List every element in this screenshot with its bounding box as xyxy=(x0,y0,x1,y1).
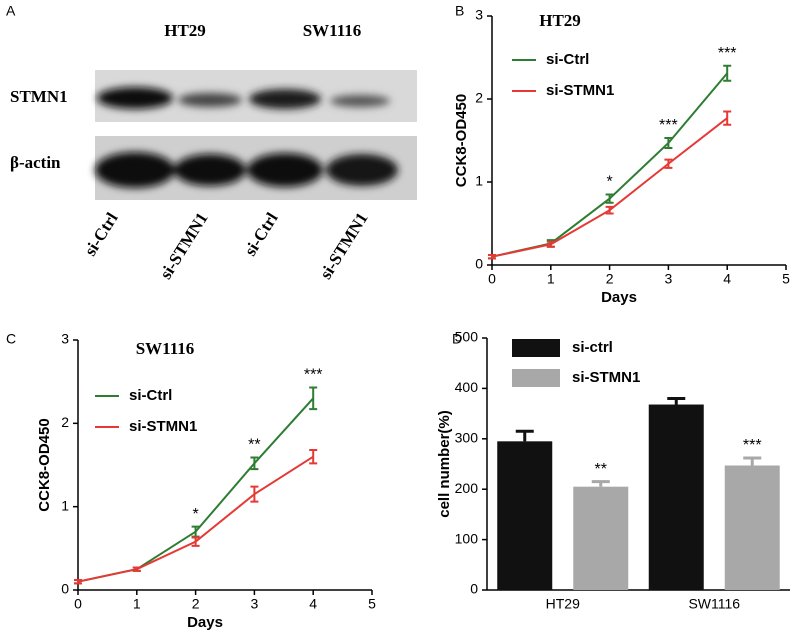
lane-label: si-STMN1 xyxy=(156,209,212,282)
significance: *** xyxy=(659,117,678,134)
panel-letter: C xyxy=(6,331,16,347)
error-bar xyxy=(605,205,614,215)
significance: ** xyxy=(248,437,260,454)
lane-label: si-Ctrl xyxy=(81,209,122,259)
y-tick-label: 100 xyxy=(455,530,479,546)
y-tick-label: 3 xyxy=(475,7,483,23)
bar xyxy=(497,441,553,590)
x-tick-label: 0 xyxy=(488,271,496,287)
chart-title: HT29 xyxy=(539,11,581,30)
significance: *** xyxy=(743,437,762,454)
significance: *** xyxy=(718,45,737,62)
legend-label: si-Ctrl xyxy=(546,51,589,68)
error-bar xyxy=(132,566,141,572)
x-axis-label: Days xyxy=(601,289,637,306)
error-bar xyxy=(591,480,610,487)
x-tick-label: 3 xyxy=(665,271,673,287)
y-tick-label: 0 xyxy=(470,581,478,597)
row-label: β-actin xyxy=(10,153,61,172)
x-tick-label: 5 xyxy=(782,271,790,287)
y-tick-label: 3 xyxy=(61,331,69,347)
error-bar xyxy=(605,193,614,204)
error-bar xyxy=(191,536,200,547)
x-tick-label: SW1116 xyxy=(688,596,740,612)
x-tick-label: 1 xyxy=(547,271,555,287)
x-tick-label: 4 xyxy=(309,596,317,612)
y-tick-label: 400 xyxy=(455,379,479,395)
panel-letter: B xyxy=(455,3,464,19)
group-label: SW1116 xyxy=(303,21,362,40)
y-axis-label: CCK8-OD450 xyxy=(36,418,53,511)
y-tick-label: 500 xyxy=(455,329,479,345)
error-bar xyxy=(664,158,673,169)
error-bar xyxy=(664,137,673,149)
chart-title: SW1116 xyxy=(136,339,195,358)
bar xyxy=(648,404,704,590)
error-bar xyxy=(250,456,259,471)
x-tick-label: 0 xyxy=(74,596,82,612)
bands xyxy=(95,87,398,188)
legend-swatch xyxy=(512,339,560,357)
legend-label: si-STMN1 xyxy=(129,418,197,435)
row-label: STMN1 xyxy=(10,87,68,106)
lane-label: si-STMN1 xyxy=(316,209,372,282)
y-tick-label: 2 xyxy=(475,90,483,106)
error-bar xyxy=(250,485,259,503)
x-tick-label: 2 xyxy=(606,271,614,287)
error-bar xyxy=(309,449,318,465)
error-bar xyxy=(743,456,762,466)
y-axis-label: cell number(%) xyxy=(436,410,453,518)
legend-label: si-Ctrl xyxy=(129,387,172,404)
error-bar xyxy=(74,579,82,585)
x-tick-label: 4 xyxy=(723,271,731,287)
legend-label: si-STMN1 xyxy=(546,82,614,99)
error-bar xyxy=(723,110,732,126)
significance: * xyxy=(606,174,612,191)
x-tick-label: 5 xyxy=(368,596,376,612)
x-tick-label: 3 xyxy=(251,596,259,612)
x-tick-label: 2 xyxy=(192,596,200,612)
y-tick-label: 2 xyxy=(61,414,69,430)
y-axis-label: CCK8-OD450 xyxy=(453,94,470,187)
error-bar xyxy=(515,429,534,442)
bar xyxy=(724,465,780,590)
error-bar xyxy=(667,396,686,405)
significance: ** xyxy=(595,461,607,478)
error-bar xyxy=(309,386,318,411)
legend-label: si-ctrl xyxy=(572,339,613,356)
significance: *** xyxy=(304,367,323,384)
legend-swatch xyxy=(512,369,560,387)
x-tick-label: HT29 xyxy=(546,596,580,612)
error-bar xyxy=(546,240,555,248)
panel-a: A HT29 SW1116 STMN1 β-actin si-Ctrl si-S… xyxy=(6,3,417,282)
significance: * xyxy=(192,506,198,523)
y-tick-label: 300 xyxy=(455,430,479,446)
error-bar xyxy=(723,64,732,82)
panel-letter: A xyxy=(6,3,16,19)
group-label: HT29 xyxy=(164,21,206,40)
legend-label: si-STMN1 xyxy=(572,369,640,386)
x-tick-label: 1 xyxy=(133,596,141,612)
y-tick-label: 1 xyxy=(61,497,69,513)
y-tick-label: 0 xyxy=(475,256,483,272)
y-tick-label: 200 xyxy=(455,480,479,496)
line xyxy=(491,72,728,258)
x-axis-label: Days xyxy=(187,614,223,631)
y-tick-label: 1 xyxy=(475,173,483,189)
error-bar xyxy=(488,254,496,260)
bar xyxy=(573,486,629,590)
panel-letter: D xyxy=(452,331,462,347)
lane-label: si-Ctrl xyxy=(241,209,282,259)
y-tick-label: 0 xyxy=(61,581,69,597)
